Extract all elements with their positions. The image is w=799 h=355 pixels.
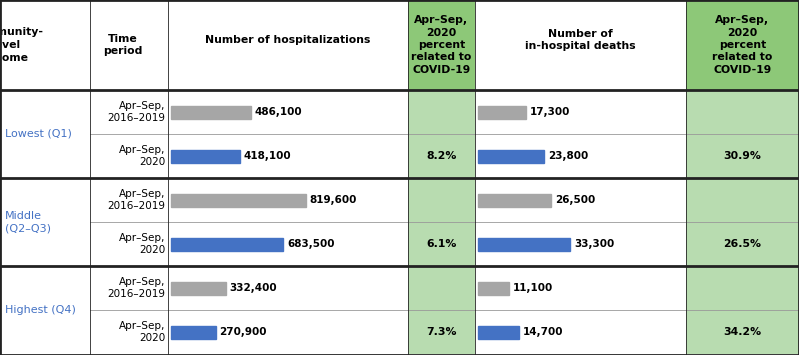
Text: 26.5%: 26.5% bbox=[724, 239, 761, 249]
Text: 14,700: 14,700 bbox=[523, 327, 563, 337]
Bar bbox=[408, 178, 475, 266]
Bar bbox=[408, 0, 475, 90]
Text: Apr–Sep,
2016–2019: Apr–Sep, 2016–2019 bbox=[107, 101, 165, 123]
Text: 6.1%: 6.1% bbox=[427, 239, 457, 249]
Text: Time
period: Time period bbox=[103, 34, 142, 56]
Text: 8.2%: 8.2% bbox=[427, 151, 457, 161]
Text: 30.9%: 30.9% bbox=[724, 151, 761, 161]
Text: 418,100: 418,100 bbox=[244, 151, 292, 161]
Bar bbox=[478, 282, 509, 295]
Bar bbox=[171, 193, 306, 207]
Bar bbox=[475, 266, 686, 354]
Bar bbox=[168, 266, 408, 354]
Bar bbox=[171, 282, 225, 295]
Text: Highest (Q4): Highest (Q4) bbox=[5, 305, 76, 315]
Bar bbox=[0, 266, 90, 354]
Bar bbox=[408, 266, 475, 354]
Text: Apr–Sep,
2016–2019: Apr–Sep, 2016–2019 bbox=[107, 189, 165, 211]
Text: 33,300: 33,300 bbox=[574, 239, 614, 249]
Bar bbox=[171, 149, 240, 163]
Bar bbox=[90, 0, 168, 90]
Text: Middle
(Q2–Q3): Middle (Q2–Q3) bbox=[5, 211, 51, 233]
Bar bbox=[90, 90, 168, 178]
Bar bbox=[686, 178, 799, 266]
Text: Apr–Sep,
2016–2019: Apr–Sep, 2016–2019 bbox=[107, 277, 165, 299]
Text: Apr–Sep,
2020: Apr–Sep, 2020 bbox=[118, 321, 165, 343]
Bar bbox=[171, 326, 216, 339]
Text: 7.3%: 7.3% bbox=[426, 327, 457, 337]
Bar bbox=[475, 0, 686, 90]
Text: Apr–Sep,
2020
percent
related to
COVID-19: Apr–Sep, 2020 percent related to COVID-1… bbox=[713, 15, 773, 75]
Bar bbox=[478, 193, 551, 207]
Text: Apr–Sep,
2020: Apr–Sep, 2020 bbox=[118, 233, 165, 255]
Text: 34.2%: 34.2% bbox=[723, 327, 761, 337]
Bar bbox=[686, 90, 799, 178]
Text: Number of
in-hospital deaths: Number of in-hospital deaths bbox=[525, 29, 636, 51]
Bar bbox=[0, 178, 90, 266]
Bar bbox=[171, 105, 251, 119]
Bar bbox=[475, 90, 686, 178]
Text: Apr–Sep,
2020
percent
related to
COVID-19: Apr–Sep, 2020 percent related to COVID-1… bbox=[411, 15, 471, 75]
Bar bbox=[478, 149, 544, 163]
Text: 683,500: 683,500 bbox=[288, 239, 335, 249]
Bar bbox=[686, 0, 799, 90]
Bar bbox=[90, 178, 168, 266]
Bar bbox=[478, 105, 526, 119]
Bar bbox=[478, 326, 519, 339]
Bar bbox=[478, 237, 570, 251]
Bar bbox=[168, 0, 408, 90]
Text: 26,500: 26,500 bbox=[555, 195, 595, 205]
Bar bbox=[168, 90, 408, 178]
Text: Lowest (Q1): Lowest (Q1) bbox=[5, 129, 72, 139]
Text: Apr–Sep,
2020: Apr–Sep, 2020 bbox=[118, 145, 165, 167]
Bar bbox=[686, 266, 799, 354]
Bar bbox=[408, 90, 475, 178]
Text: 270,900: 270,900 bbox=[220, 327, 267, 337]
Bar bbox=[0, 90, 90, 178]
Text: 819,600: 819,600 bbox=[310, 195, 357, 205]
Text: 11,100: 11,100 bbox=[513, 283, 553, 293]
Bar bbox=[171, 237, 284, 251]
Text: Community-
level
income: Community- level income bbox=[0, 27, 43, 63]
Bar bbox=[475, 178, 686, 266]
Text: 23,800: 23,800 bbox=[548, 151, 588, 161]
Bar bbox=[90, 266, 168, 354]
Text: 486,100: 486,100 bbox=[255, 107, 303, 117]
Text: 332,400: 332,400 bbox=[229, 283, 277, 293]
Text: 17,300: 17,300 bbox=[530, 107, 570, 117]
Text: Number of hospitalizations: Number of hospitalizations bbox=[205, 35, 371, 45]
Bar bbox=[0, 0, 90, 90]
Bar bbox=[168, 178, 408, 266]
